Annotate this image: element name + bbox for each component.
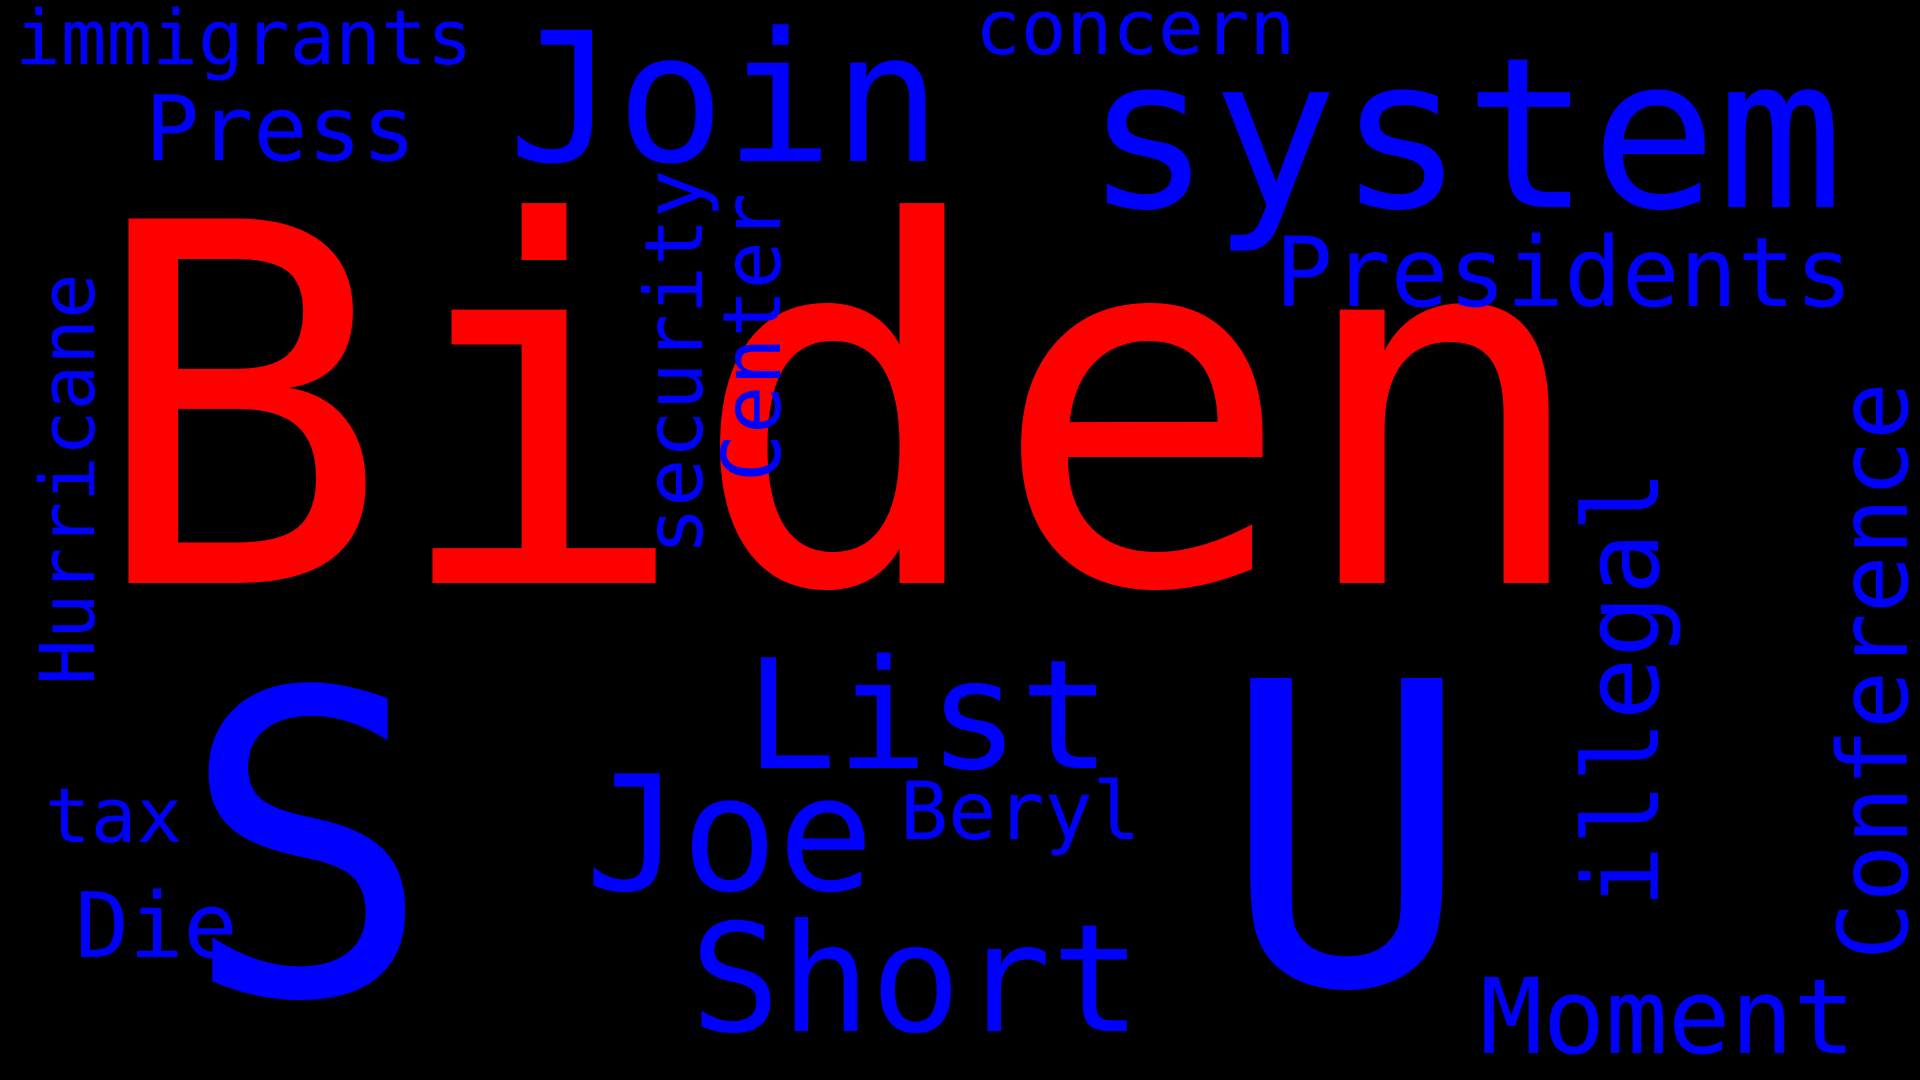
word-illegal: illegal: [1561, 469, 1683, 908]
word-s: S: [180, 605, 433, 1080]
word-immigrants: immigrants: [15, 0, 473, 82]
word-tax: tax: [45, 771, 183, 860]
word-concern: concern: [975, 0, 1296, 72]
word-joe: Joe: [585, 741, 874, 928]
word-hurricane: Hurricane: [23, 273, 112, 685]
word-moment: Moment: [1480, 956, 1856, 1078]
word-center: Center: [706, 193, 799, 482]
word-system: system: [1085, 12, 1844, 257]
word-u: U: [1220, 595, 1473, 1080]
word-list: List: [745, 627, 1112, 804]
word-beryl: Beryl: [900, 765, 1141, 858]
word-press: Press: [145, 77, 416, 182]
word-presidents: Presidents: [1275, 217, 1853, 329]
word-short: Short: [690, 893, 1142, 1067]
word-join: Join: [508, 0, 942, 204]
word-biden: Biden: [88, 119, 1594, 701]
word-die: Die: [75, 874, 238, 979]
word-conference: Conference: [1818, 382, 1920, 960]
word-security: security: [628, 169, 721, 555]
